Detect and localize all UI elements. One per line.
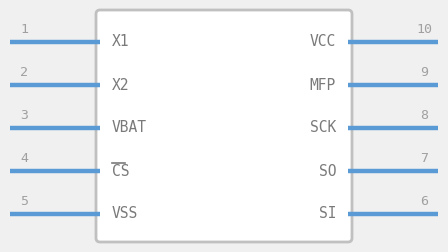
Text: X1: X1: [112, 35, 129, 49]
Text: 5: 5: [20, 195, 28, 208]
Text: VBAT: VBAT: [112, 120, 147, 136]
FancyBboxPatch shape: [96, 10, 352, 242]
Text: 6: 6: [420, 195, 428, 208]
Text: VSS: VSS: [112, 206, 138, 222]
Text: 7: 7: [420, 152, 428, 165]
Text: 9: 9: [420, 66, 428, 79]
Text: 1: 1: [20, 23, 28, 36]
Text: SO: SO: [319, 164, 336, 178]
Text: 8: 8: [420, 109, 428, 122]
Text: SCK: SCK: [310, 120, 336, 136]
Text: CS: CS: [112, 164, 129, 178]
Text: 10: 10: [416, 23, 432, 36]
Text: MFP: MFP: [310, 78, 336, 92]
Text: 2: 2: [20, 66, 28, 79]
Text: 3: 3: [20, 109, 28, 122]
Text: 4: 4: [20, 152, 28, 165]
Text: VCC: VCC: [310, 35, 336, 49]
Text: X2: X2: [112, 78, 129, 92]
Text: SI: SI: [319, 206, 336, 222]
